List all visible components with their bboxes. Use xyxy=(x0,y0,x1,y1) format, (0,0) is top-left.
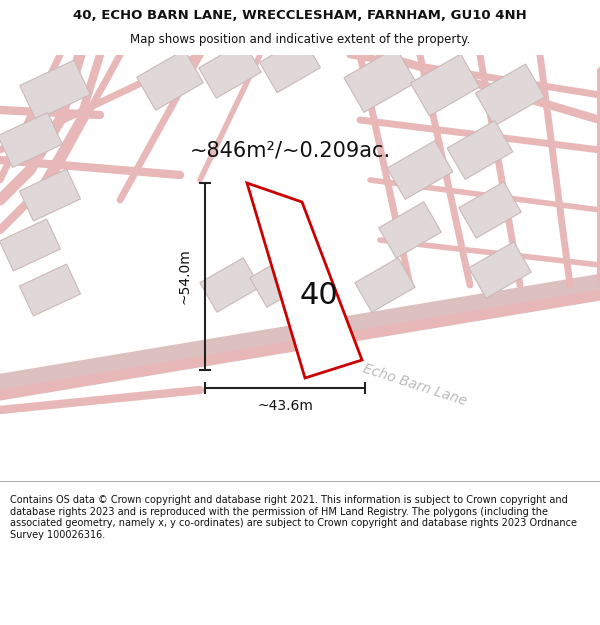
Polygon shape xyxy=(475,64,545,126)
Polygon shape xyxy=(387,141,453,199)
Polygon shape xyxy=(0,219,61,271)
Polygon shape xyxy=(137,50,203,110)
Polygon shape xyxy=(459,182,521,238)
Text: Contains OS data © Crown copyright and database right 2021. This information is : Contains OS data © Crown copyright and d… xyxy=(10,495,577,540)
Polygon shape xyxy=(469,242,531,298)
Polygon shape xyxy=(199,42,261,98)
Text: 40, ECHO BARN LANE, WRECCLESHAM, FARNHAM, GU10 4NH: 40, ECHO BARN LANE, WRECCLESHAM, FARNHAM… xyxy=(73,9,527,22)
Polygon shape xyxy=(260,38,320,92)
Polygon shape xyxy=(19,169,80,221)
Text: ~54.0m: ~54.0m xyxy=(178,249,192,304)
Text: Echo Barn Lane: Echo Barn Lane xyxy=(361,362,469,408)
Polygon shape xyxy=(200,258,260,312)
Polygon shape xyxy=(447,121,513,179)
Polygon shape xyxy=(379,202,441,258)
Polygon shape xyxy=(20,60,90,120)
Text: ~846m²/~0.209ac.: ~846m²/~0.209ac. xyxy=(190,140,391,160)
Polygon shape xyxy=(247,183,362,378)
Text: ~43.6m: ~43.6m xyxy=(257,399,313,413)
Polygon shape xyxy=(355,258,415,312)
Text: Map shows position and indicative extent of the property.: Map shows position and indicative extent… xyxy=(130,33,470,46)
Text: 40: 40 xyxy=(299,281,338,310)
Polygon shape xyxy=(410,54,479,116)
Polygon shape xyxy=(19,264,80,316)
Polygon shape xyxy=(344,48,416,112)
Polygon shape xyxy=(250,253,310,308)
Polygon shape xyxy=(0,112,62,168)
